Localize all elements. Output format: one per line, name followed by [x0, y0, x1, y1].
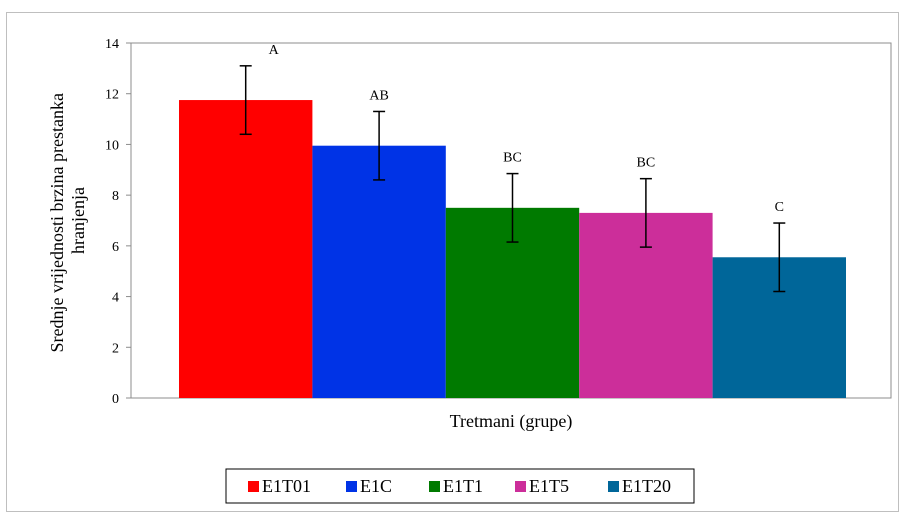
legend-label: E1T5: [529, 476, 569, 496]
legend-swatch: [515, 481, 526, 492]
bar-e1t01: [179, 100, 313, 398]
legend-label: E1C: [360, 476, 392, 496]
data-label-e1c: AB: [369, 88, 388, 103]
legend-item-e1t5: E1T5: [515, 476, 569, 496]
error-bar-e1t01: [239, 65, 252, 136]
data-label-e1t20: C: [775, 200, 784, 215]
error-bar-e1t1: [506, 172, 519, 243]
data-label-e1t01: A: [269, 43, 280, 58]
y-tick-label: 4: [112, 291, 119, 306]
y-tick-label: 10: [105, 138, 119, 153]
y-axis: 0 2 4 6 8 10 12 14: [105, 37, 132, 407]
bar-e1c: [312, 145, 446, 398]
legend-label: E1T20: [622, 476, 671, 496]
y-tick-label: 8: [112, 189, 119, 204]
y-axis-title: Srednje vrijednosti brzina prestanka hra…: [47, 89, 88, 353]
legend-swatch: [608, 481, 619, 492]
legend-item-e1t20: E1T20: [608, 476, 671, 496]
y-tick-label: 2: [112, 341, 119, 356]
legend-swatch: [346, 481, 357, 492]
y-tick-label: 14: [105, 37, 119, 52]
bars: [179, 100, 846, 398]
legend-item-e1t01: E1T01: [248, 476, 311, 496]
error-bar-e1c: [373, 110, 386, 181]
error-bar-e1t5: [639, 177, 652, 248]
y-axis-title-line-2: hranjenja: [68, 187, 88, 254]
y-tick-label: 12: [105, 88, 119, 103]
data-label-e1t5: BC: [637, 156, 656, 171]
error-bars: [239, 65, 786, 293]
legend-item-e1t1: E1T1: [429, 476, 483, 496]
legend-swatch: [429, 481, 440, 492]
y-tick-label: 0: [112, 392, 119, 407]
y-axis-title-line-1: Srednje vrijednosti brzina prestanka: [47, 93, 67, 352]
legend-label: E1T01: [262, 476, 311, 496]
y-tick-label: 6: [112, 240, 119, 255]
x-axis-title: Tretmani (grupe): [450, 411, 573, 432]
error-bar-e1t20: [773, 222, 786, 293]
data-labels: A AB BC BC C: [269, 43, 784, 215]
legend-swatch: [248, 481, 259, 492]
legend-item-e1c: E1C: [346, 476, 392, 496]
data-label-e1t1: BC: [503, 151, 522, 166]
legend-label: E1T1: [443, 476, 483, 496]
legend: E1T01 E1C E1T1 E1T5 E1T20: [248, 476, 671, 496]
